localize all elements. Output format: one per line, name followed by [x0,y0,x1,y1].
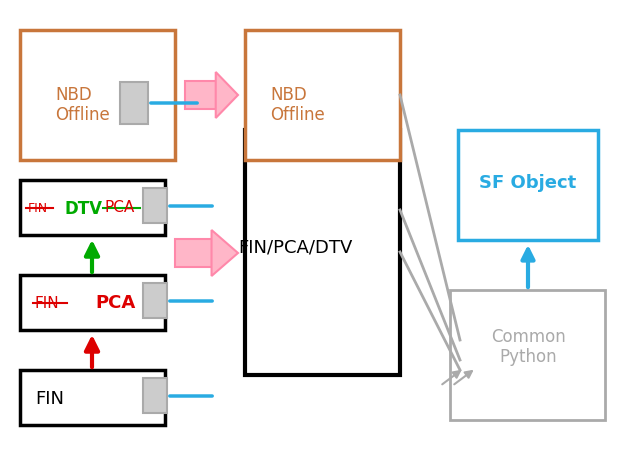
Text: DTV: DTV [65,200,103,218]
Text: FIN/PCA/DTV: FIN/PCA/DTV [238,239,352,257]
Polygon shape [212,230,238,276]
Bar [143,378,167,413]
Bar [143,283,167,318]
Text: FIN: FIN [28,202,48,214]
Text: NBD
Offline: NBD Offline [270,85,324,125]
Bar [458,130,598,240]
Bar [143,188,167,223]
Polygon shape [216,72,238,118]
Bar [185,81,216,109]
Text: FIN: FIN [35,390,64,408]
Bar [245,30,400,160]
Bar [450,290,605,420]
Bar [20,370,165,425]
Bar [175,239,212,267]
Bar [120,82,148,124]
Text: PCA: PCA [95,294,135,312]
Bar [20,30,175,160]
Text: PCA: PCA [105,201,135,216]
Text: Common
Python: Common Python [491,328,565,366]
Text: SF Object: SF Object [479,174,577,192]
Bar [20,180,165,235]
Text: FIN: FIN [35,295,60,311]
Bar [245,130,400,375]
Text: NBD
Offline: NBD Offline [55,85,109,125]
Bar [20,275,165,330]
